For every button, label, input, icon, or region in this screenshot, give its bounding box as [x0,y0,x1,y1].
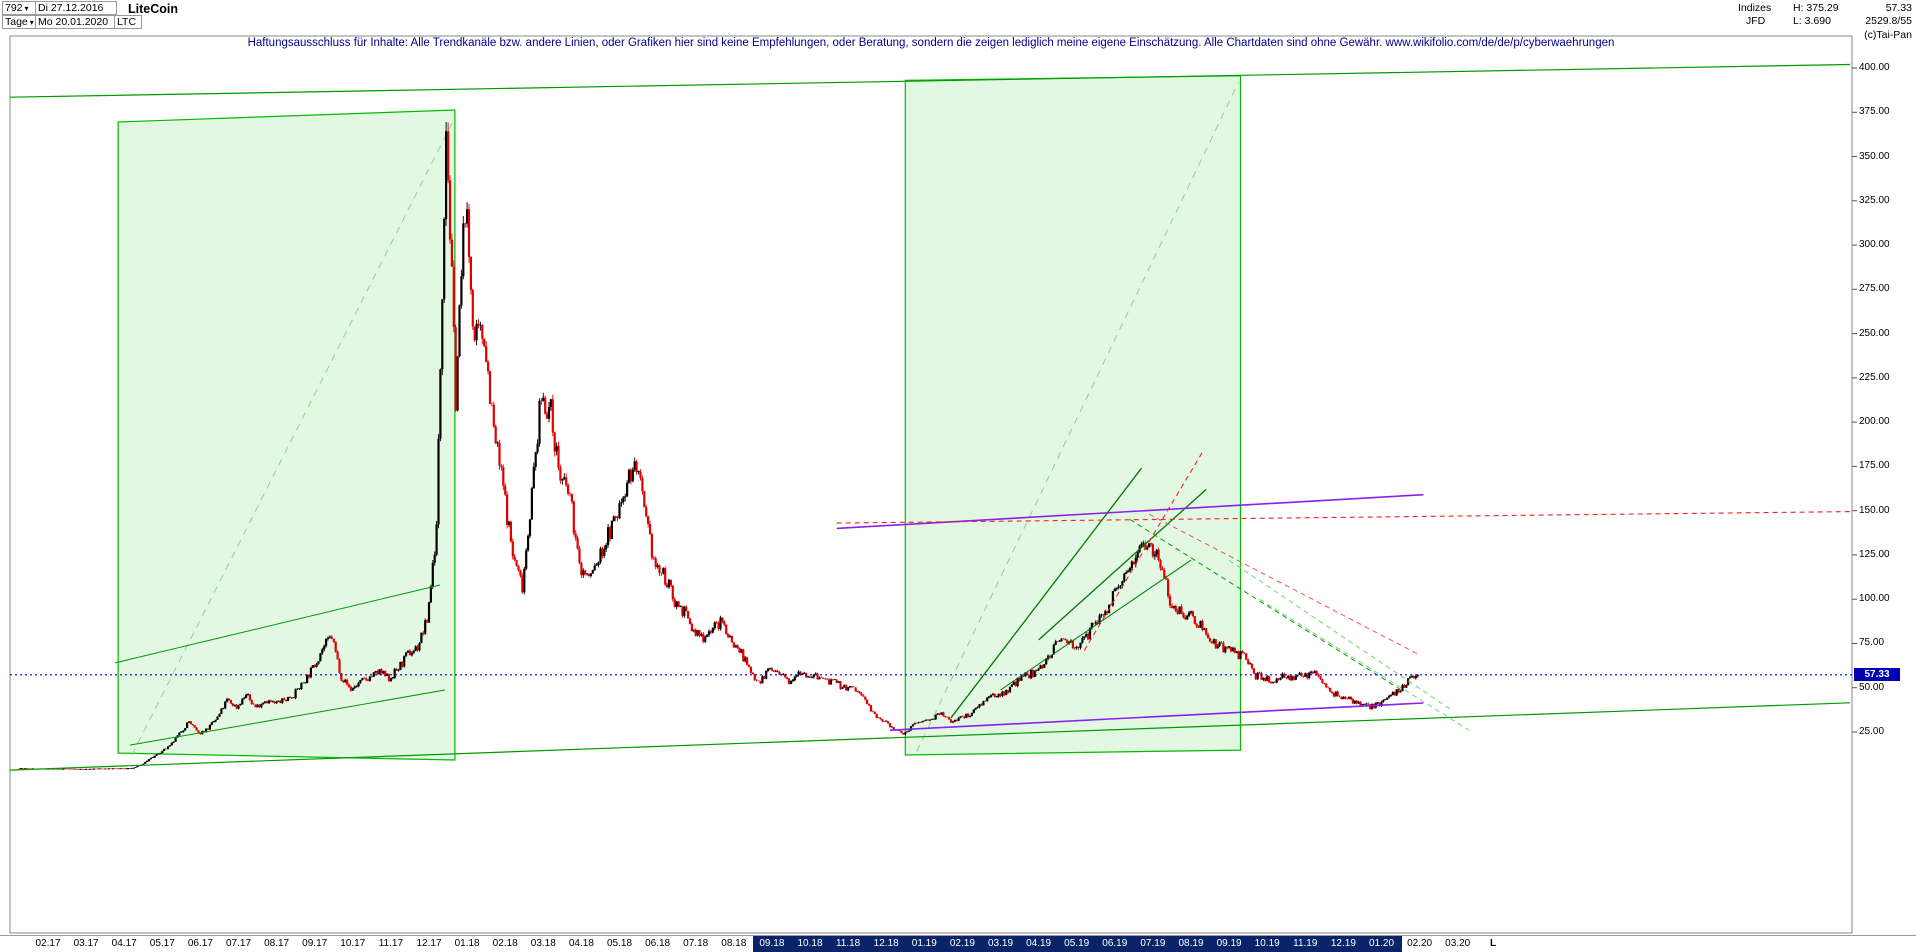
bars-count-dropdown[interactable]: 792 ▾ [2,1,38,15]
date-tick-label: 05.18 [606,938,633,949]
current-price-tag: 57.33 [1854,668,1900,682]
date-tick-label: 06.18 [645,938,671,949]
bars-count: 792 [5,2,23,14]
date-tick-label: 10.17 [340,938,366,949]
chevron-down-icon: ▾ [29,18,34,27]
date-tick-label: 02.17 [35,938,61,949]
date-tick-label: 07.17 [225,938,252,949]
end-date-field[interactable]: Mo 20.01.2020 [35,15,117,29]
stat-label: 2529.8/55 [1865,15,1912,27]
start-date-field[interactable]: Di 27.12.2016 [35,1,117,15]
date-tick-label: 09.18 [759,938,785,949]
date-tick-label: 02.20 [1407,938,1433,949]
index-group-label: Indizes [1738,2,1772,14]
date-tick-label: 06.17 [187,938,213,949]
date-tick-label: 07.18 [683,938,709,949]
date-tick-label: 02.19 [949,938,975,949]
provider-label: JFD [1746,15,1766,27]
axis-scroll-thumb[interactable] [752,936,1403,952]
date-tick-label: 04.18 [568,938,594,949]
date-tick-label: 08.18 [721,938,747,949]
chevron-down-icon: ▾ [24,4,29,13]
date-tick-label: 04.19 [1026,938,1052,949]
date-tick-label: 10.19 [1254,938,1280,949]
date-tick-label: 09.19 [1216,938,1242,949]
date-tick-label: 06.19 [1102,938,1128,949]
date-tick-label: 05.17 [149,938,175,949]
disclaimer-text: Haftungsausschluss für Inhalte: Alle Tre… [247,37,1615,49]
date-tick-label: 05.19 [1064,938,1090,949]
scrollbar-l-marker[interactable]: L [1490,938,1497,949]
date-tick-label: 12.18 [873,938,899,949]
date-axis[interactable]: L 02.17 03.17 04.17 05.17 06.17 07.17 08.17 09.… [0,935,1916,952]
period-low-label: L: 3.690 [1793,15,1831,27]
date-tick-label: 03.19 [987,938,1014,949]
date-tick-label: 03.20 [1445,938,1471,949]
date-tick-label: 12.17 [416,938,442,949]
date-tick-label: 09.17 [302,938,328,949]
date-tick-label: 11.19 [1293,938,1318,949]
date-tick-label: 01.20 [1368,938,1395,949]
end-date: Mo 20.01.2020 [38,16,109,28]
date-tick-label: 08.19 [1178,938,1204,949]
symbol-label: LTC [117,16,137,28]
date-tick-label: 07.19 [1140,938,1166,949]
date-tick-label: 11.18 [835,938,861,949]
start-date: Di 27.12.2016 [38,2,104,14]
date-tick-label: 08.17 [264,938,290,949]
symbol-field[interactable]: LTC [114,15,142,29]
period-label: Tage [5,16,28,28]
date-tick-label: 03.18 [530,938,556,949]
period-high-label: H: 375.29 [1793,2,1839,14]
date-tick-label: 12.19 [1330,938,1356,949]
date-tick-label: 03.17 [73,938,99,949]
last-price-label: 57.33 [1885,2,1912,14]
period-dropdown[interactable]: Tage ▾ [2,15,38,29]
page-title: LiteCoin [128,2,178,16]
copyright-label: (c)Tai-Pan [1864,29,1912,41]
date-tick-label: 01.18 [454,938,480,949]
date-tick-label: 04.17 [111,938,137,949]
date-tick-label: 01.19 [911,938,937,949]
date-tick-label: 11.17 [378,938,404,949]
date-tick-label: 10.18 [797,938,823,949]
date-tick-label: 02.18 [492,938,518,949]
